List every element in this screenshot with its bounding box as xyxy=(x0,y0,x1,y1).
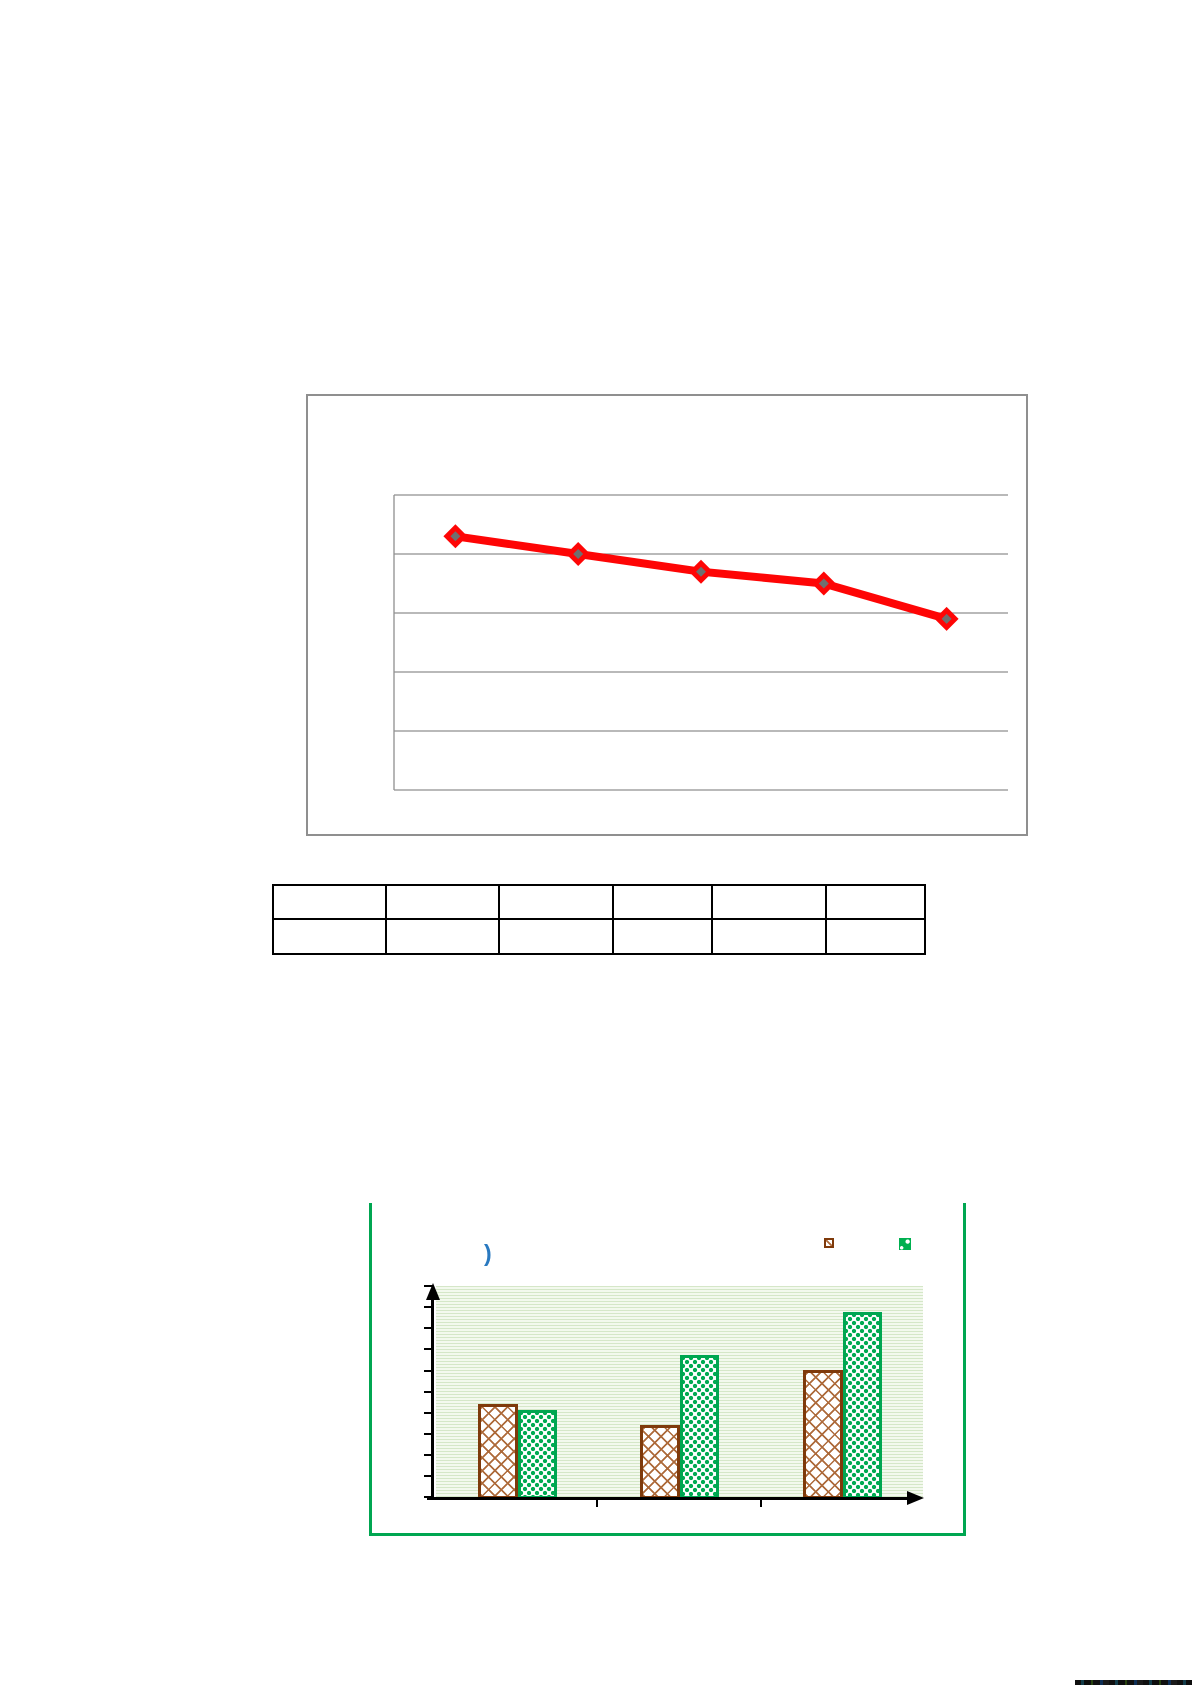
y-axis-tick xyxy=(424,1411,433,1414)
bar-brown-crosshatch-2 xyxy=(640,1425,680,1499)
x-axis-arrow-icon xyxy=(907,1491,924,1505)
table-cell xyxy=(825,918,926,955)
diamond-marker-center xyxy=(818,578,829,589)
bar-green-dotted-2 xyxy=(680,1355,719,1499)
table-cell xyxy=(711,918,827,955)
table-cell xyxy=(272,884,387,920)
table-cell xyxy=(498,918,614,955)
table-row xyxy=(272,884,926,920)
y-axis-tick xyxy=(424,1306,433,1309)
y-axis-tick xyxy=(424,1454,433,1457)
table-cell xyxy=(385,918,500,955)
y-axis-tick xyxy=(424,1327,433,1330)
table-cell xyxy=(825,884,926,920)
diamond-marker-center xyxy=(696,566,706,577)
y-axis xyxy=(431,1291,434,1499)
bar-chart-title-fragment: ) xyxy=(484,1240,492,1266)
diamond-marker-center xyxy=(573,549,584,559)
x-axis-tick xyxy=(596,1499,598,1507)
y-axis-tick xyxy=(424,1369,433,1372)
y-axis-tick xyxy=(424,1348,433,1351)
scan-artifact-strip xyxy=(1075,1680,1192,1685)
legend-swatch-brown-icon xyxy=(824,1238,834,1248)
bar-brown-crosshatch-3 xyxy=(803,1370,843,1499)
diamond-marker-center xyxy=(450,531,461,542)
table-row xyxy=(272,918,926,955)
table-cell xyxy=(612,918,713,955)
line-chart-frame xyxy=(306,394,1028,836)
y-axis-arrow-icon xyxy=(426,1283,440,1300)
x-axis xyxy=(427,1497,910,1500)
table-cell xyxy=(711,884,827,920)
y-axis-tick xyxy=(424,1285,433,1287)
table-cell xyxy=(612,884,713,920)
y-axis-tick xyxy=(424,1475,433,1478)
y-axis-tick xyxy=(424,1390,433,1393)
table-cell xyxy=(385,884,500,920)
line-chart-svg xyxy=(393,494,1008,791)
bar-green-dotted-3 xyxy=(843,1312,882,1499)
y-axis-tick xyxy=(424,1496,433,1499)
legend-swatch-green-icon xyxy=(899,1238,911,1250)
x-axis-tick xyxy=(760,1499,762,1507)
bar-chart-frame xyxy=(369,1203,966,1536)
table-cell xyxy=(498,884,614,920)
table-cell xyxy=(272,918,387,955)
diamond-marker-center xyxy=(941,613,952,624)
y-axis-tick xyxy=(424,1432,433,1435)
data-table xyxy=(272,884,926,955)
bar-brown-crosshatch-1 xyxy=(478,1404,518,1499)
bar-green-dotted-1 xyxy=(518,1410,557,1499)
